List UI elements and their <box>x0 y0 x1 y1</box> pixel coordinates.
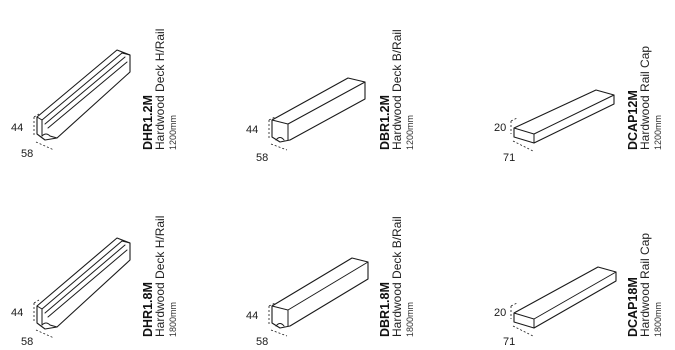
dimension-width: 71 <box>503 140 534 164</box>
height-value: 44 <box>11 307 23 319</box>
product-card: 20 71 DCAP12M Hardwood Rail Cap 1200mm <box>494 46 663 164</box>
baserail-profile-drawing <box>271 77 366 143</box>
height-value: 44 <box>246 310 258 322</box>
height-value: 44 <box>11 122 23 134</box>
rail-cap-profile-drawing <box>513 266 617 329</box>
product-label: DHR1.2M Hardwood Deck H/Rail 1200mm <box>141 29 178 150</box>
product-length: 1200mm <box>653 115 663 150</box>
product-label: DBR1.8M Hardwood Deck B/Rail 1800mm <box>378 216 415 337</box>
width-value: 71 <box>503 336 515 348</box>
height-value: 20 <box>494 307 506 319</box>
product-name: Hardwood Rail Cap <box>638 233 652 337</box>
product-code: DCAP18M <box>626 277 640 337</box>
width-value: 58 <box>256 336 268 348</box>
dimension-width: 58 <box>21 329 55 348</box>
product-card: 20 71 DCAP18M Hardwood Rail Cap 1800mm <box>494 233 663 348</box>
product-code: DHR1.8M <box>141 282 155 337</box>
handrail-profile-drawing <box>36 49 131 141</box>
dimension-height: 44 <box>246 302 276 324</box>
product-name: Hardwood Rail Cap <box>638 46 652 150</box>
dimension-height: 44 <box>11 299 40 322</box>
product-card: 44 58 DBR1.8M Hardwood Deck B/Rail 1800m… <box>246 216 415 348</box>
product-card: 44 58 DHR1.2M Hardwood Deck H/Rail 1200m… <box>11 29 178 160</box>
product-length: 1200mm <box>168 115 178 150</box>
dimension-height: 20 <box>494 302 518 319</box>
dimension-width: 58 <box>256 329 288 348</box>
baserail-profile-drawing <box>271 257 369 329</box>
product-code: DBR1.8M <box>378 282 392 337</box>
product-name: Hardwood Deck H/Rail <box>153 216 167 337</box>
dimension-height: 44 <box>246 116 276 138</box>
dimension-width: 58 <box>21 141 55 160</box>
product-name: Hardwood Deck H/Rail <box>153 29 167 150</box>
width-value: 58 <box>21 336 33 348</box>
product-code: DHR1.2M <box>141 95 155 150</box>
product-code: DCAP12M <box>626 90 640 150</box>
height-value: 20 <box>494 122 506 134</box>
dimension-height: 20 <box>494 117 518 134</box>
rail-cap-profile-drawing <box>513 89 615 144</box>
product-name: Hardwood Deck B/Rail <box>390 216 404 337</box>
product-label: DHR1.8M Hardwood Deck H/Rail 1800mm <box>141 216 178 337</box>
dimension-height: 44 <box>11 113 40 136</box>
dimension-width: 58 <box>256 143 288 164</box>
product-code: DBR1.2M <box>378 95 392 150</box>
width-value: 58 <box>21 148 33 160</box>
height-value: 44 <box>246 124 258 136</box>
width-value: 58 <box>256 152 268 164</box>
dimension-width: 71 <box>503 325 534 348</box>
product-card: 44 58 DHR1.8M Hardwood Deck H/Rail 1800m… <box>11 216 178 348</box>
width-value: 71 <box>503 152 515 164</box>
product-label: DCAP18M Hardwood Rail Cap 1800mm <box>626 233 663 337</box>
product-length: 1200mm <box>405 115 415 150</box>
product-label: DBR1.2M Hardwood Deck B/Rail 1200mm <box>378 29 415 150</box>
product-length: 1800mm <box>168 302 178 337</box>
product-length: 1800mm <box>405 302 415 337</box>
product-name: Hardwood Deck B/Rail <box>390 29 404 150</box>
product-label: DCAP12M Hardwood Rail Cap 1200mm <box>626 46 663 150</box>
handrail-profile-drawing <box>36 237 131 330</box>
product-length: 1800mm <box>653 302 663 337</box>
product-card: 44 58 DBR1.2M Hardwood Deck B/Rail 1200m… <box>246 29 415 164</box>
